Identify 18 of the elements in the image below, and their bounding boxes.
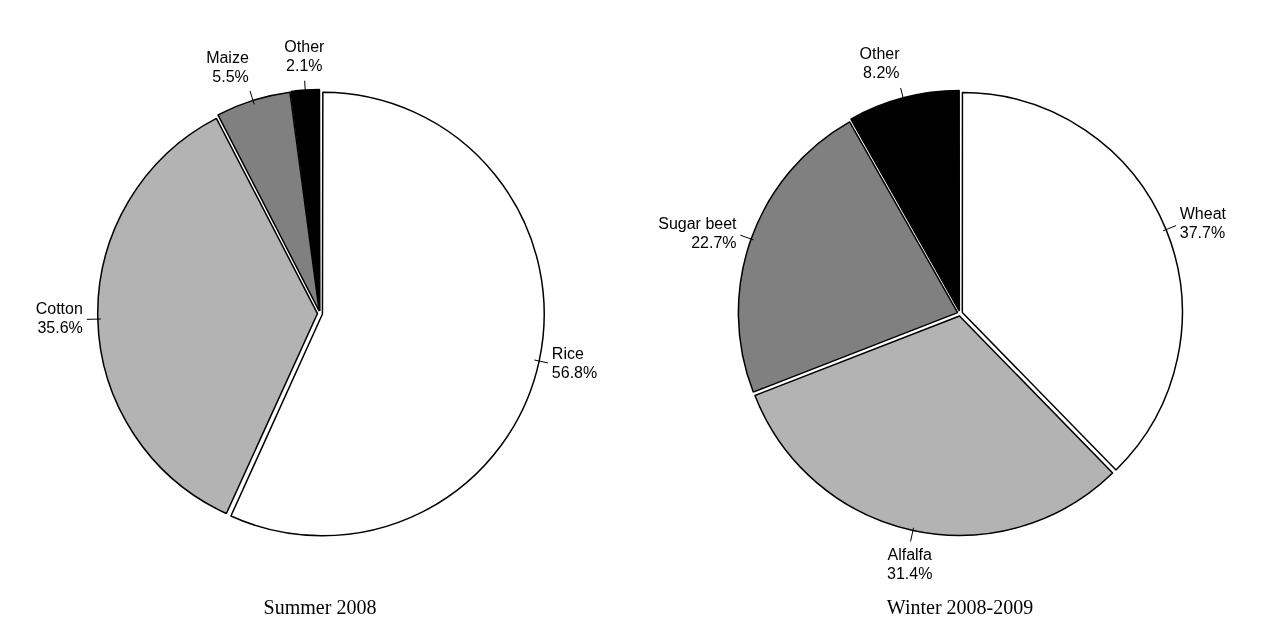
slice-label: Sugar beet [658, 214, 738, 232]
data-label: 31.4% [887, 564, 933, 582]
data-label: 56.8% [551, 363, 598, 381]
data-label: 22.7% [691, 233, 737, 251]
slice-label: Other [859, 45, 901, 63]
data-label: 35.6% [37, 319, 83, 337]
data-label: 8.2% [863, 64, 900, 82]
slice-label: Rice [551, 344, 584, 362]
slice-label: Alfalfa [887, 545, 933, 563]
text: Summer 2008 [263, 596, 377, 619]
data-label: 2.1% [286, 57, 323, 75]
text: Winter 2008-2009 [886, 596, 1034, 619]
slice-label: Wheat [1179, 204, 1227, 222]
data-label: 5.5% [212, 67, 249, 85]
slice-label: Cotton [35, 300, 83, 318]
slice-label: Maize [206, 48, 249, 66]
data-label: 37.7% [1179, 223, 1226, 241]
slice-label: Other [284, 38, 326, 56]
